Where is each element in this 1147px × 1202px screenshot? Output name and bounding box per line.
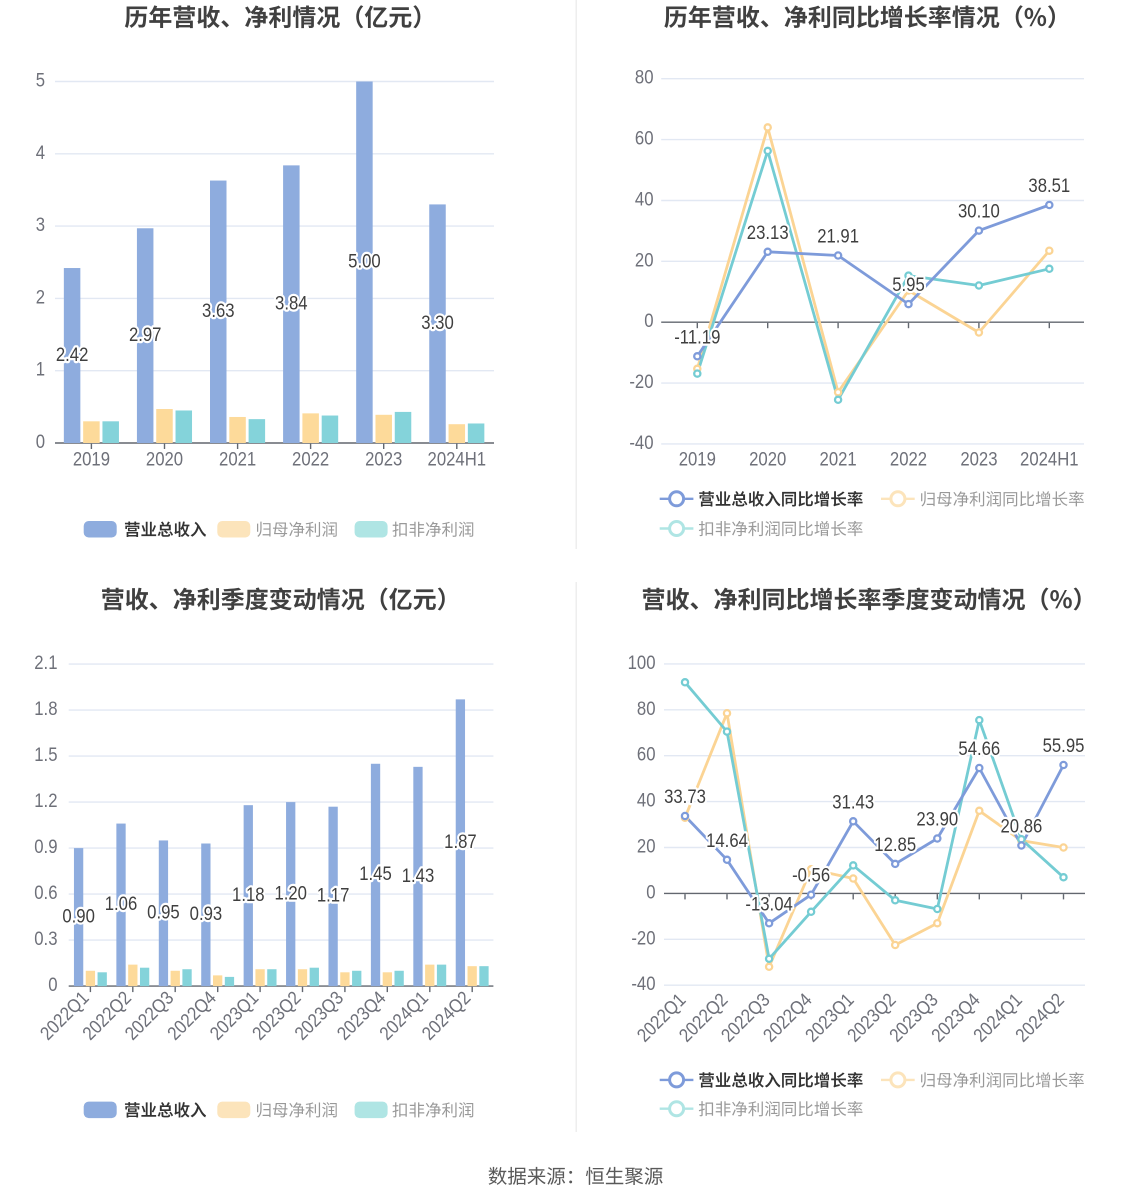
svg-text:1.17: 1.17 — [317, 885, 350, 906]
svg-text:2020: 2020 — [146, 448, 183, 469]
svg-text:-20: -20 — [631, 927, 655, 948]
svg-text:20.86: 20.86 — [1001, 816, 1043, 837]
svg-text:0: 0 — [644, 310, 653, 331]
svg-text:2019: 2019 — [73, 448, 110, 469]
svg-text:1.43: 1.43 — [402, 865, 435, 886]
svg-text:21.91: 21.91 — [817, 226, 859, 247]
svg-text:20: 20 — [635, 249, 654, 270]
svg-text:2: 2 — [36, 286, 45, 307]
svg-text:1.5: 1.5 — [34, 744, 57, 765]
svg-text:0: 0 — [48, 974, 57, 995]
svg-text:2022: 2022 — [890, 448, 927, 469]
svg-text:60: 60 — [637, 744, 656, 765]
svg-text:1.45: 1.45 — [359, 863, 392, 884]
svg-text:0.90: 0.90 — [62, 905, 95, 926]
svg-text:100: 100 — [628, 652, 656, 673]
svg-text:1: 1 — [36, 359, 45, 380]
svg-text:23.90: 23.90 — [916, 809, 958, 830]
svg-text:5: 5 — [36, 70, 45, 91]
svg-text:2019: 2019 — [679, 448, 716, 469]
svg-text:0.6: 0.6 — [34, 882, 57, 903]
svg-text:-0.56: -0.56 — [792, 865, 830, 886]
svg-text:4: 4 — [36, 142, 45, 163]
svg-text:38.51: 38.51 — [1028, 175, 1070, 196]
svg-text:80: 80 — [635, 67, 654, 88]
svg-text:2023: 2023 — [960, 448, 997, 469]
svg-text:-11.19: -11.19 — [674, 326, 720, 347]
svg-text:2024H1: 2024H1 — [428, 448, 487, 469]
svg-text:0.93: 0.93 — [190, 903, 223, 924]
svg-text:1.06: 1.06 — [105, 893, 138, 914]
svg-text:-20: -20 — [629, 371, 653, 392]
svg-text:0: 0 — [36, 431, 45, 452]
svg-text:1.87: 1.87 — [444, 831, 477, 852]
svg-text:0.95: 0.95 — [147, 902, 180, 923]
svg-text:40: 40 — [637, 790, 656, 811]
svg-text:55.95: 55.95 — [1043, 735, 1085, 756]
svg-text:2024H1: 2024H1 — [1020, 448, 1079, 469]
svg-text:2.42: 2.42 — [56, 344, 89, 365]
svg-text:5.00: 5.00 — [348, 251, 381, 272]
svg-text:1.18: 1.18 — [232, 884, 265, 905]
svg-text:0.3: 0.3 — [34, 928, 57, 949]
svg-text:23.13: 23.13 — [747, 222, 789, 243]
svg-text:2.1: 2.1 — [34, 652, 57, 673]
svg-text:40: 40 — [635, 189, 654, 210]
svg-text:3.63: 3.63 — [202, 300, 235, 321]
svg-text:-13.04: -13.04 — [745, 893, 792, 914]
svg-text:20: 20 — [637, 836, 656, 857]
svg-text:31.43: 31.43 — [832, 791, 874, 812]
svg-text:14.64: 14.64 — [706, 830, 748, 851]
svg-text:3.30: 3.30 — [421, 312, 454, 333]
svg-text:2021: 2021 — [219, 448, 256, 469]
svg-text:2021: 2021 — [820, 448, 857, 469]
svg-text:1.8: 1.8 — [34, 698, 57, 719]
svg-text:1.20: 1.20 — [274, 882, 307, 903]
svg-text:0: 0 — [646, 881, 655, 902]
svg-text:2022: 2022 — [292, 448, 329, 469]
svg-text:54.66: 54.66 — [958, 738, 1000, 759]
svg-text:3: 3 — [36, 214, 45, 235]
svg-text:33.73: 33.73 — [664, 786, 706, 807]
svg-text:-40: -40 — [631, 973, 655, 994]
svg-text:-40: -40 — [629, 432, 653, 453]
svg-text:0.9: 0.9 — [34, 836, 57, 857]
svg-text:12.85: 12.85 — [874, 834, 916, 855]
svg-text:2.97: 2.97 — [129, 324, 162, 345]
svg-text:2020: 2020 — [749, 448, 786, 469]
svg-text:60: 60 — [635, 128, 654, 149]
svg-text:5.95: 5.95 — [892, 274, 925, 295]
svg-text:2023: 2023 — [365, 448, 402, 469]
svg-text:30.10: 30.10 — [958, 201, 1000, 222]
svg-text:3.84: 3.84 — [275, 293, 308, 314]
svg-text:1.2: 1.2 — [34, 790, 57, 811]
svg-text:80: 80 — [637, 698, 656, 719]
